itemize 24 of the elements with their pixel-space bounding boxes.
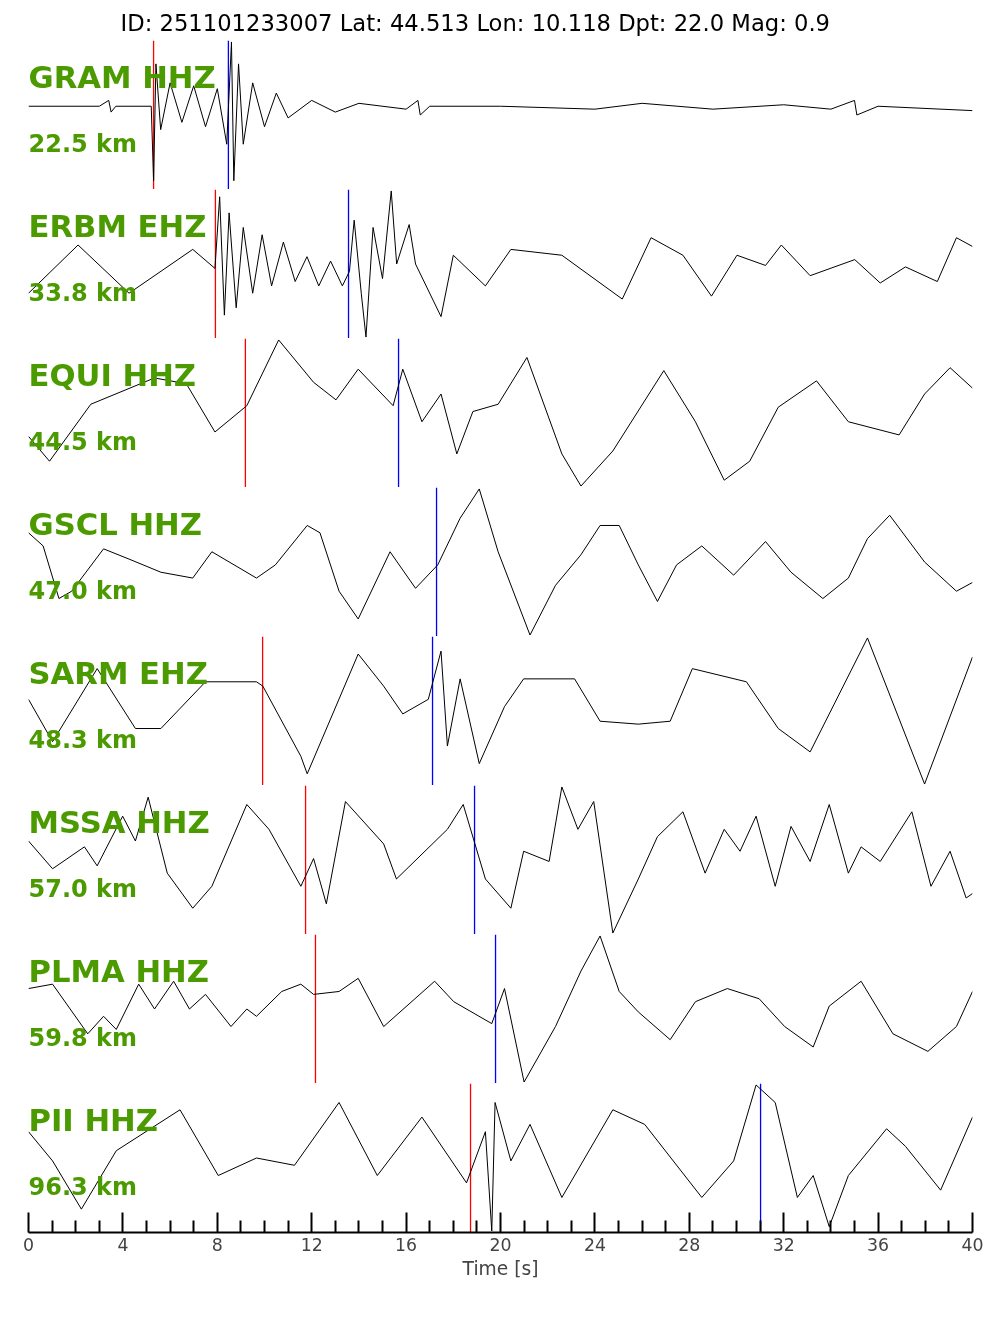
annotation: 48.3 km: [28, 725, 138, 754]
annotation: SARM EHZ: [28, 656, 208, 691]
x-tick-label: 8: [211, 1234, 223, 1255]
annotation: ERBM EHZ: [28, 209, 207, 244]
annotation: 33.8 km: [28, 278, 138, 307]
x-tick-label: 12: [300, 1234, 323, 1255]
x-tick-label: 16: [395, 1234, 418, 1255]
annotation: PII HHZ: [28, 1103, 158, 1138]
x-tick-label: 0: [22, 1234, 35, 1255]
x-tick-label: 4: [117, 1234, 129, 1255]
x-tick-label: 20: [489, 1234, 512, 1255]
x-tick-label: 40: [961, 1234, 984, 1255]
annotation: 22.5 km: [28, 129, 138, 158]
annotation: PLMA HHZ: [28, 954, 209, 989]
x-tick-label: 28: [678, 1234, 701, 1255]
annotation: 57.0 km: [28, 874, 138, 903]
annotation: EQUI HHZ: [28, 358, 197, 393]
x-axis-title: Time [s]: [461, 1257, 539, 1279]
annotation: 59.8 km: [28, 1023, 138, 1052]
x-tick-label: 24: [583, 1234, 606, 1255]
annotation: GSCL HHZ: [28, 507, 202, 542]
chart-title: ID: 251101233007 Lat: 44.513 Lon: 10.118 Dpt: 22.0 Mag: 0.9: [120, 9, 831, 36]
x-tick-label: 32: [772, 1234, 795, 1255]
x-tick-label: 36: [867, 1234, 890, 1255]
